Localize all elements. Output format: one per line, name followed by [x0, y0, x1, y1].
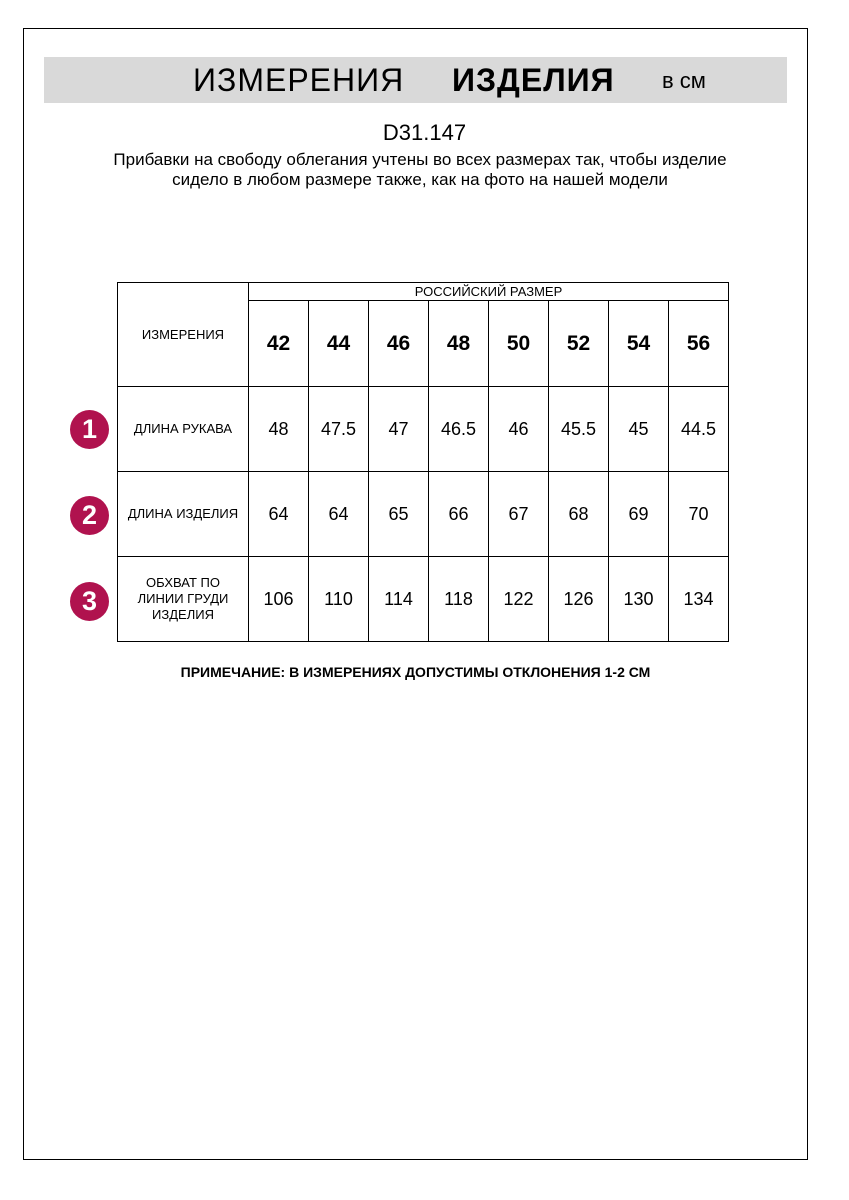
value-cell: 46: [488, 386, 549, 472]
value-cell: 47.5: [308, 386, 369, 472]
value-cell: 106: [248, 556, 309, 642]
title-regular: ИЗМЕРЕНИЯ: [193, 62, 405, 98]
value-cell: 64: [248, 471, 309, 557]
measure-header: ИЗМЕРЕНИЯ: [117, 282, 249, 387]
row-number-badge: 2: [70, 496, 109, 535]
intro-text: Прибавки на свободу облегания учтены во …: [113, 150, 727, 189]
row-label: ДЛИНА ИЗДЕЛИЯ: [117, 471, 249, 557]
value-cell: 69: [608, 471, 669, 557]
value-cell: 47: [368, 386, 429, 472]
row-number-badge: 3: [70, 582, 109, 621]
value-cell: 65: [368, 471, 429, 557]
value-cell: 126: [548, 556, 609, 642]
value-cell: 67: [488, 471, 549, 557]
value-cell: 110: [308, 556, 369, 642]
size-header: 44: [308, 300, 369, 387]
table-row: ДЛИНА РУКАВА 48 47.5 47 46.5 46 45.5 45 44.5: [117, 386, 729, 472]
size-header: 50: [488, 300, 549, 387]
value-cell: 114: [368, 556, 429, 642]
value-cell: 46.5: [428, 386, 489, 472]
table-row: ДЛИНА ИЗДЕЛИЯ 64 64 65 66 67 68 69 70: [117, 471, 729, 557]
note: ПРИМЕЧАНИЕ: В ИЗМЕРЕНИЯХ ДОПУСТИМЫ ОТКЛО…: [180, 664, 651, 680]
value-cell: 122: [488, 556, 549, 642]
size-header: 54: [608, 300, 669, 387]
title-bold: ИЗДЕЛИЯ: [452, 62, 615, 98]
page-frame: [23, 28, 808, 1160]
row-label: ОБХВАТ ПО ЛИНИИ ГРУДИ ИЗДЕЛИЯ: [117, 556, 249, 642]
article-code: D31.147: [382, 120, 467, 145]
row-label: ДЛИНА РУКАВА: [117, 386, 249, 472]
size-header: 52: [548, 300, 609, 387]
value-cell: 45.5: [548, 386, 609, 472]
value-cell: 45: [608, 386, 669, 472]
size-header: 48: [428, 300, 489, 387]
value-cell: 130: [608, 556, 669, 642]
value-cell: 44.5: [668, 386, 729, 472]
value-cell: 134: [668, 556, 729, 642]
size-header: 56: [668, 300, 729, 387]
table-row: ОБХВАТ ПО ЛИНИИ ГРУДИ ИЗДЕЛИЯ 106 110 114 11…: [117, 556, 729, 642]
size-table: ИЗМЕРЕНИЯ РОССИЙСКИЙ РАЗМЕР 42 44 46 48 50 52…: [117, 282, 729, 642]
value-cell: 118: [428, 556, 489, 642]
value-cell: 70: [668, 471, 729, 557]
size-header: 42: [248, 300, 309, 387]
value-cell: 64: [308, 471, 369, 557]
value-cell: 48: [248, 386, 309, 472]
value-cell: 68: [548, 471, 609, 557]
value-cell: 66: [428, 471, 489, 557]
row-number-badge: 1: [70, 410, 109, 449]
size-header: 46: [368, 300, 429, 387]
title-banner: [44, 57, 787, 103]
size-group-header: РОССИЙСКИЙ РАЗМЕР: [248, 282, 729, 301]
title-unit: в см: [662, 68, 706, 93]
